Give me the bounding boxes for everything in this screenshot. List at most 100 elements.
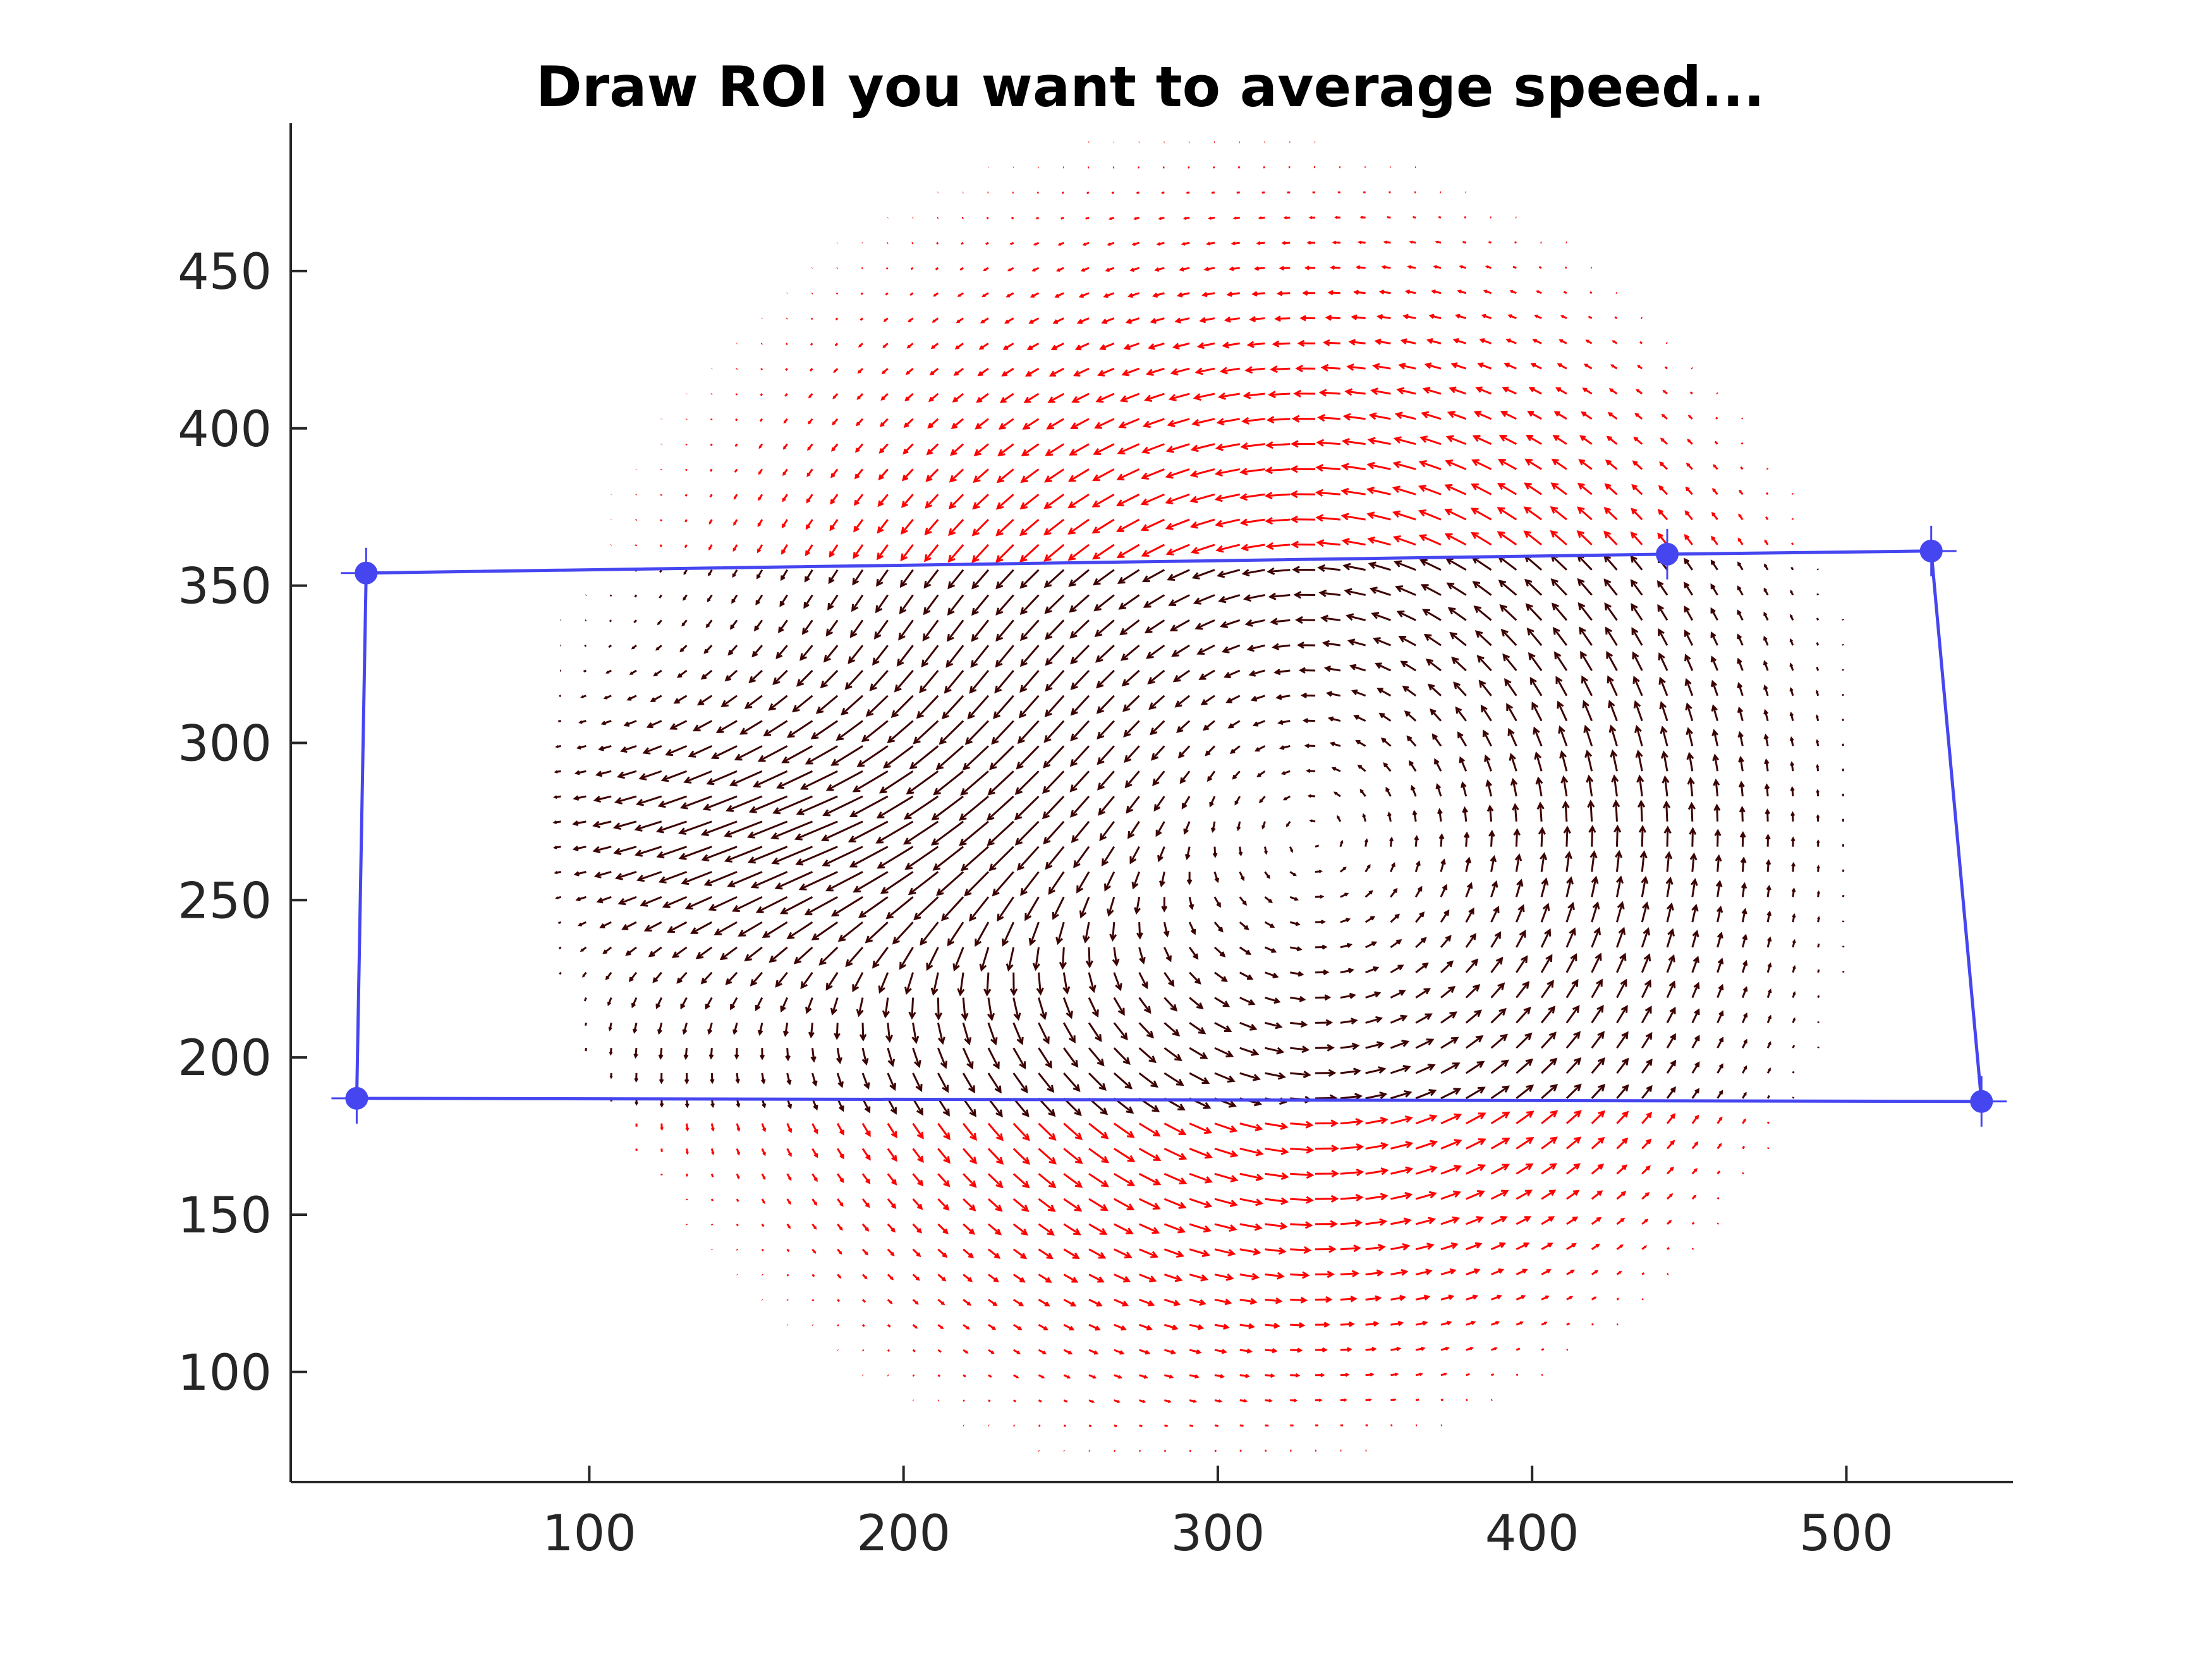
velocity-vector	[1261, 821, 1266, 830]
velocity-vector	[971, 519, 989, 537]
velocity-vector	[781, 544, 788, 555]
velocity-vector	[815, 695, 839, 714]
velocity-vector	[1055, 921, 1065, 945]
velocity-vector	[1540, 928, 1552, 948]
velocity-vector	[887, 1073, 897, 1091]
velocity-vector	[793, 946, 813, 964]
velocity-vector	[1440, 1190, 1462, 1200]
velocity-vector	[1589, 291, 1593, 295]
velocity-vector	[1717, 1143, 1722, 1150]
velocity-vector	[1717, 931, 1723, 948]
roi-vertex-handle-4[interactable]	[1956, 1076, 2007, 1127]
velocity-vector	[946, 619, 964, 642]
velocity-vector	[810, 720, 839, 739]
velocity-vector	[758, 443, 763, 449]
velocity-vector	[906, 343, 914, 349]
roi-vertex-handle-5[interactable]	[331, 1073, 382, 1124]
velocity-vector	[1239, 1223, 1263, 1231]
velocity-vector	[1191, 418, 1215, 427]
velocity-vector	[1290, 515, 1316, 523]
velocity-vector	[1714, 441, 1718, 445]
velocity-vector	[665, 745, 688, 757]
velocity-vector	[1578, 459, 1593, 470]
roi-vertex-dot[interactable]	[1656, 542, 1679, 566]
velocity-vector	[831, 443, 839, 452]
velocity-vector	[1415, 1346, 1426, 1351]
velocity-vector	[1390, 1141, 1414, 1150]
roi-vertex-handle-1[interactable]	[341, 547, 392, 599]
velocity-vector	[908, 317, 914, 323]
velocity-vector	[1265, 441, 1291, 449]
velocity-vector	[724, 846, 763, 863]
velocity-vector	[1290, 1296, 1308, 1304]
velocity-vector	[808, 393, 813, 399]
velocity-vector	[1214, 971, 1228, 983]
roi-vertex-dot[interactable]	[355, 561, 378, 585]
velocity-vector	[1633, 700, 1643, 722]
velocity-vector	[1194, 619, 1215, 630]
velocity-vector	[761, 1224, 765, 1227]
velocity-vector	[951, 418, 964, 430]
roi-vertex-dot[interactable]	[1970, 1090, 1993, 1113]
velocity-vector	[578, 720, 586, 724]
velocity-vector	[1315, 489, 1340, 497]
velocity-vector	[1063, 1148, 1083, 1164]
velocity-vector	[1315, 920, 1326, 925]
velocity-vector	[1340, 1270, 1360, 1278]
velocity-vector	[1465, 958, 1479, 973]
velocity-vector	[1105, 267, 1115, 272]
velocity-vector	[660, 519, 663, 522]
velocity-vector	[1440, 1320, 1452, 1326]
velocity-vector	[690, 921, 713, 934]
velocity-vector	[937, 1023, 945, 1045]
velocity-vector	[1289, 846, 1294, 853]
velocity-vector	[1340, 1321, 1355, 1327]
velocity-vector	[1691, 1141, 1699, 1150]
velocity-vector	[849, 846, 889, 868]
velocity-vector	[887, 1248, 895, 1256]
velocity-vector	[1070, 418, 1090, 429]
velocity-vector	[1605, 626, 1618, 646]
velocity-vector	[1019, 594, 1040, 616]
velocity-vector	[948, 494, 964, 509]
velocity-vector	[1407, 265, 1416, 269]
velocity-vector	[1289, 921, 1301, 927]
roi-outline[interactable]	[355, 549, 1984, 1103]
velocity-vector	[1239, 1172, 1264, 1182]
velocity-vector	[1415, 1114, 1438, 1125]
velocity-vector	[734, 745, 763, 761]
velocity-vector	[1541, 1347, 1545, 1351]
velocity-vector	[1161, 897, 1168, 913]
velocity-vector	[1740, 466, 1744, 470]
velocity-vector	[747, 846, 788, 864]
velocity-vector	[1396, 387, 1416, 395]
velocity-vector	[1457, 731, 1468, 747]
velocity-vector	[779, 594, 788, 607]
velocity-vector	[761, 1073, 766, 1085]
velocity-vector	[710, 745, 738, 760]
velocity-vector	[912, 1323, 918, 1329]
roi-polygon[interactable]	[331, 525, 2007, 1127]
velocity-vector	[857, 368, 864, 374]
roi-vertex-handle-2[interactable]	[1642, 528, 1693, 580]
velocity-vector	[1512, 265, 1517, 269]
velocity-vector	[1006, 947, 1015, 972]
velocity-vector	[1465, 907, 1474, 923]
roi-vertex-dot[interactable]	[345, 1086, 368, 1110]
velocity-vector	[963, 1273, 973, 1282]
roi-vertex-handle-3[interactable]	[1905, 525, 1957, 576]
velocity-vector	[736, 1148, 740, 1156]
velocity-vector	[882, 343, 889, 348]
velocity-vector	[572, 846, 586, 851]
velocity-vector	[1421, 411, 1442, 420]
velocity-vector	[1111, 191, 1115, 195]
velocity-vector	[1714, 829, 1722, 847]
velocity-vector	[1012, 1097, 1030, 1117]
velocity-vector	[1611, 774, 1619, 797]
roi-vertex-dot[interactable]	[1919, 539, 1943, 562]
roi-vertices[interactable]	[331, 525, 2007, 1127]
velocity-vector	[1630, 579, 1643, 596]
velocity-vector	[1264, 871, 1270, 879]
velocity-vector	[1766, 1041, 1771, 1048]
